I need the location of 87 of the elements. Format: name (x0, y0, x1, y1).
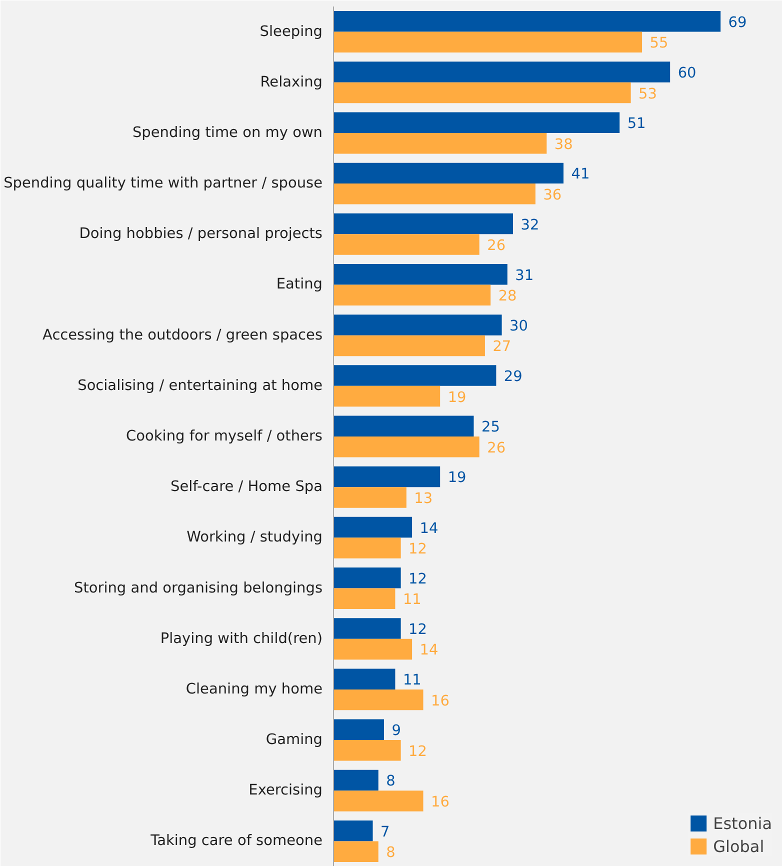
y-tick-label: Exercising (248, 782, 323, 799)
bar (334, 770, 378, 791)
data-label: 9 (392, 723, 401, 740)
data-label: 27 (492, 339, 512, 356)
bar (334, 841, 378, 862)
bar (334, 740, 401, 761)
data-label: 60 (678, 66, 696, 82)
y-tick-label: Spending time on my own (132, 124, 322, 141)
bar (334, 314, 502, 336)
data-label: 16 (430, 693, 450, 710)
data-label: 29 (504, 369, 522, 386)
y-tick-label: Gaming (266, 732, 323, 748)
data-label: 12 (408, 571, 428, 588)
bar (334, 436, 480, 458)
data-label: 12 (408, 622, 428, 638)
bar (334, 386, 440, 407)
bar (334, 213, 514, 234)
bar (334, 132, 547, 154)
data-label: 12 (408, 542, 428, 558)
y-tick-label: Working / studying (186, 530, 323, 546)
bar (334, 62, 670, 82)
bar (334, 264, 508, 285)
y-tick-label: Taking care of someone (150, 833, 323, 850)
data-label: 38 (554, 136, 573, 153)
y-tick-label: Sleeping (260, 24, 322, 40)
y-tick-label: Eating (276, 276, 322, 293)
data-label: 25 (481, 420, 500, 436)
data-label: 14 (420, 642, 438, 659)
bar (334, 618, 401, 639)
data-label: 31 (515, 268, 534, 284)
data-label: 32 (520, 217, 540, 234)
bar (334, 466, 440, 488)
data-label: 51 (627, 116, 646, 132)
data-label: 30 (510, 318, 528, 334)
bar (334, 162, 564, 184)
data-label: 7 (380, 824, 390, 840)
data-label: 26 (487, 440, 506, 456)
data-label: 11 (402, 672, 422, 689)
bar (334, 416, 474, 436)
bar (334, 790, 424, 812)
y-tick-label: Self-care / Home Spa (170, 479, 323, 496)
bar (334, 234, 480, 255)
bar (334, 689, 424, 710)
bar (334, 820, 373, 842)
y-tick-label: Storing and organising belongings (74, 580, 323, 596)
legend-label: Global (713, 836, 764, 856)
data-label: 26 (487, 238, 506, 254)
bar (334, 568, 401, 588)
data-label: 12 (408, 744, 428, 760)
bar (334, 82, 631, 104)
bar (334, 638, 412, 660)
data-label: 14 (420, 520, 438, 537)
y-tick-label: Playing with child(ren) (160, 630, 323, 647)
bar (334, 112, 620, 133)
bar (334, 32, 642, 53)
data-label: 41 (571, 166, 590, 183)
bar (334, 516, 412, 538)
y-tick-label: Socialising / entertaining at home (78, 378, 323, 394)
bar (334, 487, 406, 508)
data-label: 69 (728, 14, 747, 31)
bar (334, 668, 396, 690)
data-label: 8 (386, 774, 396, 790)
data-label: 13 (414, 490, 433, 507)
y-tick-label: Doing hobbies / personal projects (79, 226, 323, 242)
bar (334, 538, 401, 558)
y-tick-label: Cooking for myself / others (126, 428, 323, 444)
data-label: 53 (638, 86, 658, 102)
data-label: 11 (402, 592, 422, 608)
data-label: 19 (448, 390, 466, 406)
y-tick-label: Spending quality time with partner / spouse (4, 176, 323, 192)
bar (334, 588, 396, 610)
bar (334, 719, 384, 740)
bar (334, 335, 485, 356)
y-tick-label: Accessing the outdoors / green spaces (42, 327, 322, 344)
bar (334, 284, 491, 306)
legend-label: Estonia (713, 814, 772, 832)
y-tick-label: Cleaning my home (186, 681, 323, 698)
data-label: 16 (430, 794, 450, 810)
bar (334, 365, 496, 386)
data-label: 55 (650, 36, 668, 52)
data-label: 8 (386, 845, 396, 862)
bar (334, 184, 536, 204)
y-tick-label: Relaxing (260, 74, 323, 90)
data-label: 28 (498, 288, 517, 305)
data-label: 19 (448, 470, 466, 486)
bar (334, 11, 721, 32)
data-label: 36 (543, 187, 562, 204)
